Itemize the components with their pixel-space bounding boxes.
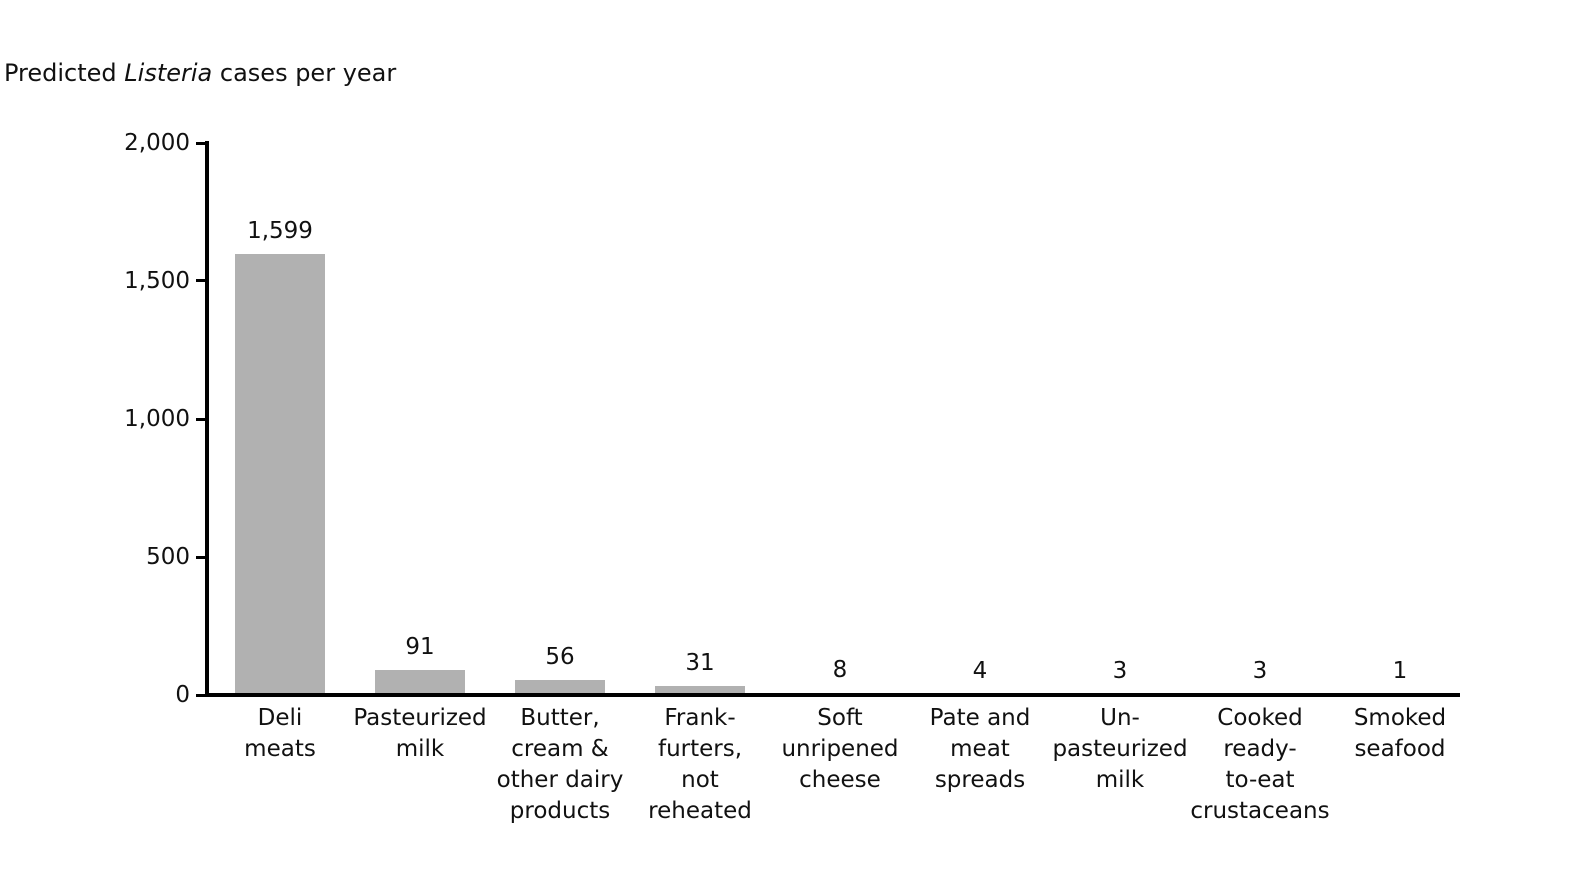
x-axis-category-label: Butter, cream & other dairy products: [496, 705, 624, 824]
bar-value-label: 1,599: [247, 218, 313, 244]
y-axis-tick: [196, 142, 205, 145]
x-axis-category-label: Smoked seafood: [1353, 705, 1447, 762]
bar-value-label: 56: [545, 644, 575, 670]
x-axis-category-label: Pate and meat spreads: [929, 705, 1031, 793]
y-axis-tick-label: 2,000: [124, 130, 190, 156]
bar-2: [515, 680, 605, 695]
y-axis-tick: [196, 418, 205, 421]
x-axis-category-label: Deli meats: [244, 705, 316, 762]
y-axis-line: [205, 141, 209, 697]
chart-title-italic-word: Listeria: [124, 59, 213, 87]
x-axis-category-label: Pasteurized milk: [353, 705, 487, 762]
y-axis-tick-label: 0: [175, 682, 190, 708]
y-axis-tick-label: 1,500: [124, 268, 190, 294]
bar-value-label: 8: [832, 657, 848, 683]
chart-title-prefix: Predicted: [4, 59, 125, 87]
y-axis-tick: [196, 279, 205, 282]
bar-value-label: 3: [1112, 658, 1128, 684]
bar-value-label: 4: [972, 658, 988, 684]
bar-value-label: 3: [1252, 658, 1268, 684]
y-axis-tick-label: 1,000: [124, 406, 190, 432]
y-axis-tick: [196, 556, 205, 559]
y-axis-tick-label: 500: [146, 544, 190, 570]
chart-title: Predicted Listeria cases per year: [4, 58, 396, 88]
bar-value-label: 31: [685, 650, 715, 676]
bar-value-label: 1: [1392, 658, 1408, 684]
x-axis-category-label: Un- pasteurized milk: [1052, 705, 1188, 793]
y-axis-tick: [196, 694, 205, 697]
bar-3: [655, 686, 745, 695]
bar-value-label: 91: [405, 634, 435, 660]
chart-title-suffix: cases per year: [212, 59, 397, 87]
x-axis-category-label: Frank- furters, not reheated: [648, 705, 752, 824]
x-axis-line: [205, 693, 1460, 697]
bar-1: [375, 670, 465, 695]
x-axis-category-label: Soft unripened cheese: [781, 705, 899, 793]
x-axis-category-label: Cooked ready- to-eat crustaceans: [1190, 705, 1330, 824]
bar-0: [235, 254, 325, 695]
